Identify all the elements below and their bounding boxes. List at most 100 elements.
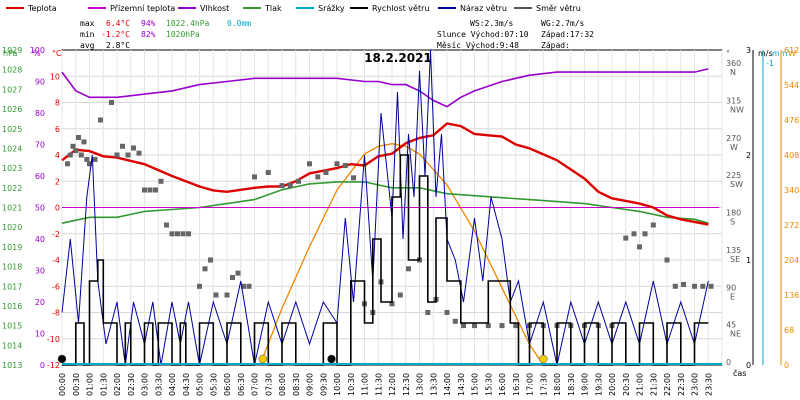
wind-direction-point (499, 323, 505, 329)
solar-tick-label: 0 (784, 361, 789, 370)
wind-direction-point (208, 257, 213, 263)
wind-direction-point (224, 292, 230, 298)
time-tick-label: 12:00 (388, 373, 397, 396)
wind-direction-point (202, 266, 208, 272)
time-tick-label: 18:00 (553, 373, 562, 396)
time-tick-label: 03:30 (154, 373, 163, 396)
pressure-tick-label: 1024 (2, 144, 22, 153)
time-tick-label: 01:00 (86, 373, 95, 396)
humidity-tick-label: 90 (35, 78, 45, 87)
time-tick-label: 16:00 (498, 373, 507, 396)
wind-tick-label: 1 (746, 256, 751, 265)
time-tick-label: 11:00 (361, 373, 370, 396)
humidity-tick-label: 60 (35, 172, 45, 181)
time-tick-label: 22:00 (663, 373, 672, 396)
wind-direction-point (307, 161, 312, 167)
wind-direction-point (246, 283, 252, 289)
temperature-axis-unit: °C (52, 49, 62, 58)
pressure-tick-label: 1014 (2, 341, 22, 350)
time-tick-label: 17:30 (539, 373, 548, 396)
legend-label: Rychlost větru (372, 4, 429, 13)
pressure-tick-label: 1022 (2, 184, 22, 193)
wind-tick-label: 0 (746, 361, 751, 370)
wind-direction-point (114, 152, 120, 158)
pressure-tick-label: 1021 (2, 204, 22, 213)
legend-label: Teplota (27, 4, 57, 13)
stat-min-label: min (80, 30, 95, 39)
humidity-tick-label: 30 (35, 267, 45, 276)
wind-direction-point (84, 156, 90, 162)
solar-tick-label: 544 (784, 81, 799, 90)
solar-tick-label: 476 (784, 116, 799, 125)
temperature-tick-label: -2 (52, 230, 60, 239)
precip-axis-unit: mm (772, 49, 788, 58)
pressure-tick-label: 1016 (2, 302, 22, 311)
wind-direction-point (81, 139, 87, 145)
direction-cardinal-label: NE (730, 330, 741, 339)
wind-direction-point (153, 187, 158, 193)
wind-direction-point (650, 222, 656, 228)
wind-direction-point (67, 152, 73, 158)
time-tick-label: 13:30 (429, 373, 438, 396)
time-tick-label: 05:30 (209, 373, 218, 396)
solar-axis-unit: W (788, 49, 796, 58)
time-tick-label: 03:00 (141, 373, 150, 396)
chart-header: Teplota Přízemní teplota Vlhkost Tlak Srážky… (6, 4, 594, 50)
wind-direction-point (452, 318, 458, 324)
wind-direction-point (186, 231, 191, 237)
time-tick-label: 12:30 (402, 373, 411, 396)
solar-tick-label: 340 (784, 186, 799, 195)
precip-top-tick: -1 (766, 59, 774, 68)
time-tick-label: 07:00 (251, 373, 260, 396)
temperature-tick-label: 8 (55, 99, 60, 108)
wind-direction-point (342, 163, 348, 168)
wind-direction-point (65, 161, 70, 167)
temperature-tick-label: -12 (47, 361, 60, 370)
direction-cardinal-label: S (730, 218, 735, 227)
solar-tick-label: 612 (784, 46, 799, 55)
solar-tick-label: 204 (784, 256, 799, 265)
axes-layer: 1013101410151016101710181019102010211022… (2, 46, 799, 396)
pressure-tick-label: 1017 (2, 282, 22, 291)
wind-direction-point (136, 150, 142, 156)
sun-marker (539, 354, 548, 364)
time-tick-label: 07:30 (264, 373, 273, 396)
temperature-line (61, 122, 709, 226)
legend-label: Přízemní teplota (110, 4, 175, 13)
wind-direction-point (351, 175, 356, 181)
wind-direction-point (637, 244, 642, 250)
stat-moonrise: Měsíc Východ:9:48 (437, 41, 519, 50)
wind-direction-point (406, 266, 411, 272)
wind-direction-point (334, 161, 340, 167)
pressure-tick-label: 1029 (2, 46, 22, 55)
wind-direction-point (230, 275, 235, 280)
wind-direction-point (287, 183, 293, 189)
wind-direction-point (672, 283, 678, 289)
direction-tick-label: 135 (726, 246, 741, 255)
direction-tick-label: 180 (726, 209, 741, 218)
time-tick-label: 22:30 (677, 373, 686, 396)
time-tick-label: 08:00 (278, 373, 287, 396)
time-tick-label: 01:30 (99, 373, 108, 396)
wind-direction-point (76, 135, 81, 140)
pressure-tick-label: 1015 (2, 322, 22, 331)
time-tick-label: 21:00 (636, 373, 645, 396)
wind-direction-point (158, 178, 164, 184)
direction-tick-label: 45 (726, 321, 736, 330)
humidity-tick-label: 70 (35, 141, 45, 150)
wind-direction-point (631, 231, 637, 237)
direction-cardinal-label: SE (730, 255, 740, 264)
wind-tick-label: 3 (746, 46, 751, 55)
wind-direction-point (175, 231, 180, 237)
humidity-tick-label: 10 (35, 330, 45, 339)
humidity-line (61, 68, 709, 108)
time-tick-label: 10:30 (347, 373, 356, 396)
wind-direction-point (125, 152, 131, 158)
stat-precip: 0.0mm (227, 19, 251, 28)
wind-direction-point (444, 310, 450, 315)
wind-direction-point (213, 292, 219, 298)
humidity-tick-label: 80 (35, 109, 45, 118)
stat-min-temp: -1.2°C (101, 30, 130, 39)
stat-min-pressure: 1020hPa (166, 30, 200, 39)
wind-direction-point (623, 235, 629, 241)
